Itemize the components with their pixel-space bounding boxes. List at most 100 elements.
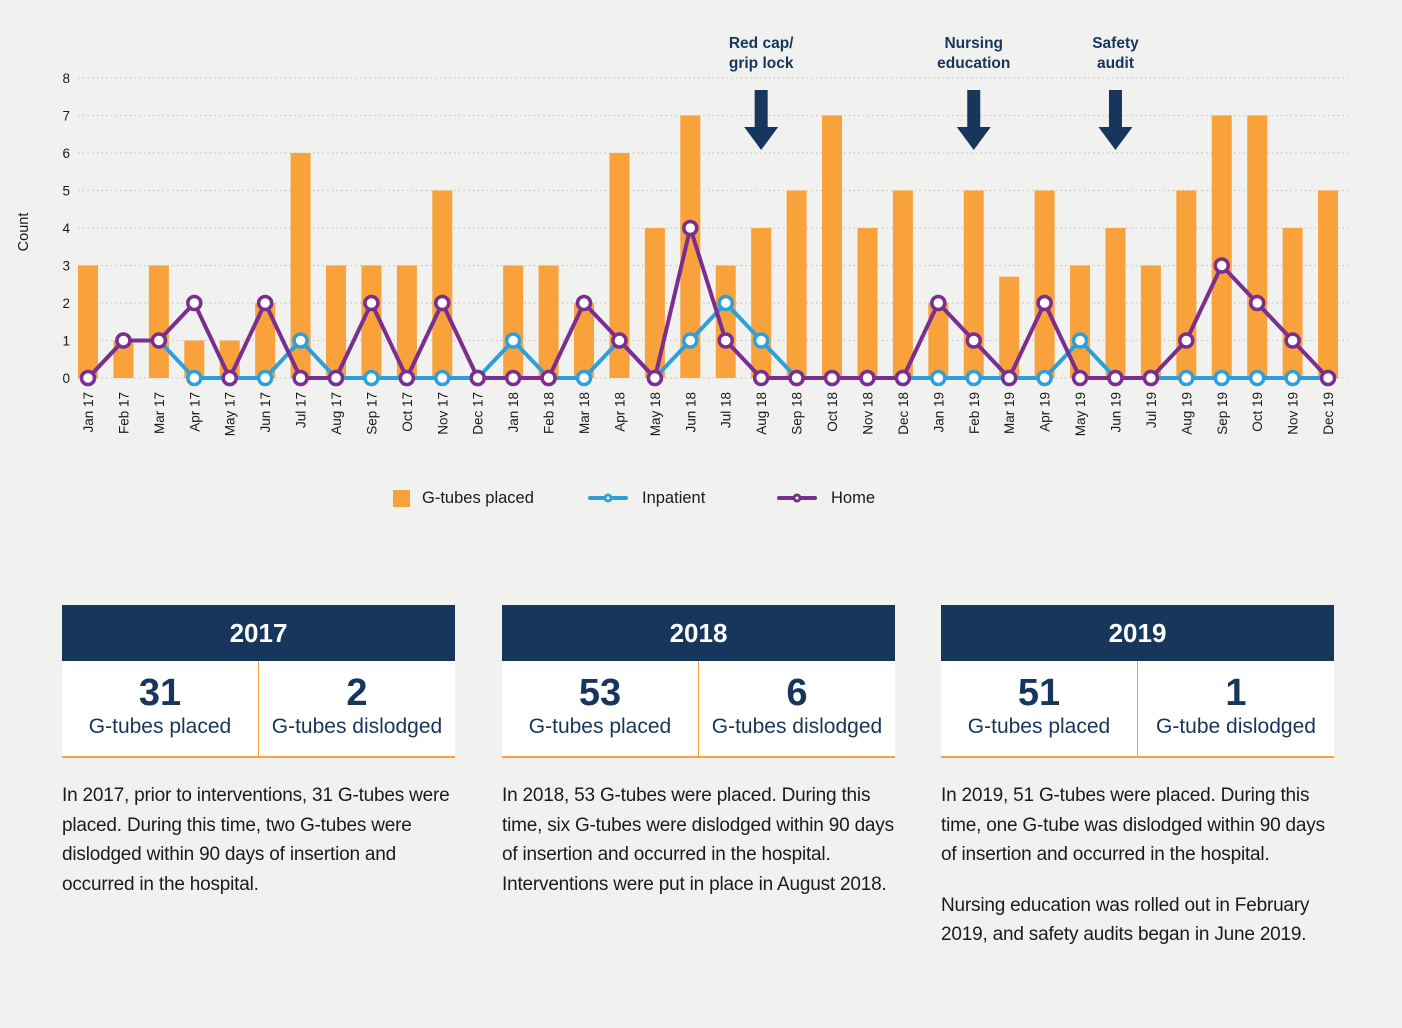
home-marker: [1248, 294, 1266, 312]
inpatient-marker-icon: [603, 493, 613, 503]
home-marker: [504, 369, 522, 387]
inpatient-line-icon: [588, 493, 628, 503]
x-tick-label: Sep 17: [364, 392, 379, 435]
inpatient-marker: [292, 332, 309, 349]
annotation-label: Nursing: [944, 35, 1003, 52]
card-paragraph: In 2017, prior to interventions, 31 G-tu…: [62, 785, 450, 895]
stat-placed-2018: 53 G-tubes placed: [502, 661, 699, 756]
y-tick-label: 7: [62, 109, 70, 124]
bar-Jul-19: [1140, 265, 1161, 378]
inpatient-marker: [186, 369, 203, 387]
inpatient-marker: [717, 294, 734, 312]
legend-label-gtubes-placed: G-tubes placed: [422, 488, 534, 507]
x-tick-label: May 17: [223, 392, 238, 436]
card-year-2018: 2018: [502, 605, 895, 661]
legend-label-inpatient: Inpatient: [642, 488, 706, 507]
inpatient-marker: [256, 369, 274, 387]
x-tick-label: Aug 17: [329, 392, 344, 435]
x-tick-label: Jun 19: [1108, 392, 1123, 433]
x-tick-label: May 18: [648, 392, 663, 436]
home-line-icon: [777, 493, 817, 503]
home-marker: [221, 369, 238, 387]
home-marker: [540, 369, 557, 387]
home-marker: [1107, 369, 1124, 387]
inpatient-marker: [1248, 369, 1266, 387]
home-marker: [930, 294, 947, 312]
bar-Aug-18: [751, 228, 772, 378]
legend-item-gtubes-placed: G-tubes placed: [393, 487, 534, 509]
x-tick-label: Apr 18: [612, 392, 627, 432]
card-paragraph: In 2019, 51 G-tubes were placed. During …: [941, 785, 1325, 865]
summary-card-2017: 2017 31 G-tubes placed 2 G-tubes dislodg…: [62, 605, 455, 899]
x-tick-label: Oct 17: [400, 392, 415, 432]
x-tick-label: Oct 18: [825, 392, 840, 432]
home-marker: [859, 369, 876, 387]
bar-Nov-17: [432, 190, 453, 378]
inpatient-marker: [1178, 369, 1195, 387]
annotation-label: audit: [1097, 55, 1134, 72]
inpatient-marker: [682, 332, 699, 349]
stat-placed-value: 51: [1017, 672, 1061, 714]
inpatient-marker: [434, 369, 451, 387]
home-marker: [363, 294, 380, 312]
home-marker: [434, 294, 451, 312]
x-tick-label: Oct 19: [1250, 392, 1265, 432]
bar-Feb-18: [538, 265, 559, 378]
x-tick-label: Nov 17: [435, 392, 450, 435]
x-tick-label: Apr 19: [1038, 392, 1053, 432]
stat-placed-2019: 51 G-tubes placed: [941, 661, 1138, 756]
bar-Feb-17: [113, 340, 134, 378]
stat-placed-2017: 31 G-tubes placed: [62, 661, 259, 756]
bar-Oct-17: [396, 265, 417, 378]
x-tick-label: Jan 18: [506, 392, 521, 433]
y-axis-title: Count: [16, 213, 32, 252]
bar-Aug-17: [326, 265, 347, 378]
x-tick-label: Apr 17: [187, 392, 202, 432]
summary-card-2018: 2018 53 G-tubes placed 6 G-tubes dislodg…: [502, 605, 895, 899]
home-marker: [327, 369, 345, 387]
bar-Jan-17: [78, 265, 98, 378]
home-marker: [115, 332, 132, 349]
home-marker: [575, 294, 593, 312]
bar-Dec-19: [1318, 190, 1339, 378]
inpatient-marker: [930, 369, 947, 387]
card-stats-2018: 53 G-tubes placed 6 G-tubes dislodged: [502, 661, 895, 758]
stat-dislodged-label: G-tubes dislodged: [711, 715, 883, 738]
legend-item-inpatient: Inpatient: [588, 487, 705, 509]
bar-Nov-19: [1282, 228, 1303, 378]
bar-Apr-17: [184, 340, 205, 378]
summary-card-2019: 2019 51 G-tubes placed 1 G-tube dislodge…: [941, 605, 1334, 950]
stat-dislodged-2019: 1 G-tube dislodged: [1138, 661, 1334, 756]
card-year-2017: 2017: [62, 605, 455, 661]
x-tick-label: Feb 19: [967, 392, 982, 434]
home-marker: [823, 369, 841, 387]
bar-Apr-19: [1034, 190, 1055, 378]
annotation-arrow-stem: [967, 90, 981, 128]
x-tick-label: May 19: [1073, 392, 1088, 436]
stat-dislodged-value: 6: [786, 672, 808, 714]
stat-dislodged-value: 1: [1225, 672, 1247, 714]
inpatient-marker: [752, 332, 770, 349]
card-paragraph: Nursing education was rolled out in Febr…: [941, 894, 1310, 946]
card-stats-2017: 31 G-tubes placed 2 G-tubes dislodged: [62, 661, 455, 758]
x-tick-label: Jul 18: [719, 392, 734, 428]
bar-May-19: [1070, 265, 1091, 378]
y-tick-label: 5: [62, 184, 70, 199]
gtubes-placed-swatch-icon: [393, 489, 410, 507]
home-marker: [186, 294, 203, 312]
y-tick-label: 1: [62, 334, 70, 349]
x-tick-label: Sep 18: [790, 392, 805, 435]
annotation-arrow-icon: [744, 127, 779, 150]
card-description-2019: In 2019, 51 G-tubes were placed. During …: [941, 781, 1343, 950]
stat-dislodged-label: G-tubes dislodged: [271, 715, 443, 738]
card-description-2018: In 2018, 53 G-tubes were placed. During …: [502, 781, 904, 899]
legend-item-home: Home: [777, 487, 875, 509]
home-marker: [1142, 369, 1160, 387]
home-marker: [1178, 332, 1195, 349]
x-tick-label: Nov 19: [1286, 392, 1301, 435]
home-marker: [646, 369, 664, 387]
card-paragraph: In 2018, 53 G-tubes were placed. During …: [502, 785, 894, 895]
x-tick-label: Mar 19: [1002, 392, 1017, 434]
x-tick-label: Jan 19: [931, 392, 946, 433]
bar-Oct-18: [822, 115, 843, 378]
